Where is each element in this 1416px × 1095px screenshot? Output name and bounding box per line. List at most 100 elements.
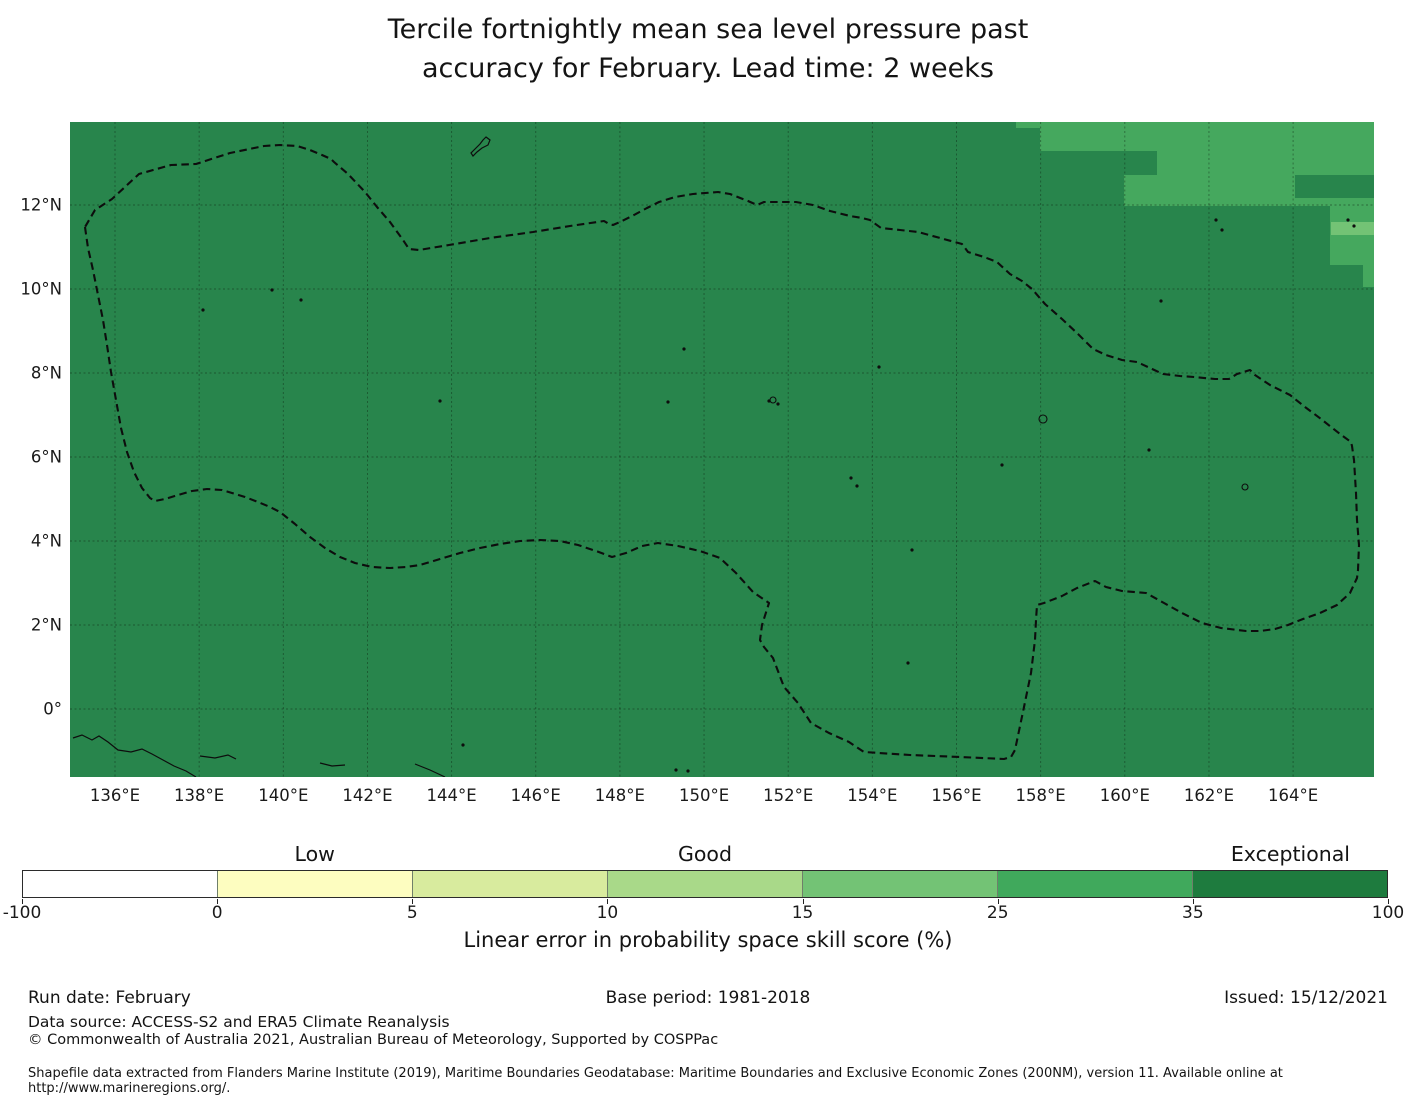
x-tick-label: 146°E [510,786,561,805]
colorbar-segment [608,871,803,897]
coastline [319,762,346,767]
x-tick-label: 148°E [594,786,645,805]
x-tick-label: 144°E [426,786,477,805]
island-speck [682,347,686,351]
x-tick-label: 150°E [678,786,730,805]
colorbar-tick-label: 15 [791,903,814,923]
colorbar-segment [413,871,608,897]
island-speck [1214,218,1218,222]
island-speck [1159,299,1163,303]
skill-patch-25-35 [1157,151,1374,175]
skill-patch-25-35 [1295,198,1374,206]
base-period-text: Base period: 1981-2018 [605,988,811,1008]
map-plot-area [70,122,1374,778]
skill-patch-25-35 [1124,122,1374,151]
x-tick-label: 154°E [847,786,898,805]
eez-boundary-dashed [83,143,1361,761]
skill-patch-25-35 [1124,175,1295,206]
island-speck [461,743,465,747]
y-tick-label: 8°N [30,363,62,383]
x-tick-label: 164°E [1268,786,1319,805]
copyright-text: © Commonwealth of Australia 2021, Austra… [28,1032,719,1048]
shapefile-attribution-text: Shapefile data extracted from Flanders M… [28,1066,1283,1095]
island-speck [906,661,910,665]
chart-title-line2: accuracy for February. Lead time: 2 week… [422,53,994,84]
colorbar-tick-label: 5 [406,903,418,923]
colorbar-tick-mark [1192,899,1194,904]
atoll-outline [769,396,777,404]
colorbar-tick-label: -100 [2,903,42,923]
chart-title: Tercile fortnightly mean sea level press… [0,10,1416,88]
colorbar-tick-label: 35 [1182,903,1204,923]
x-tick-label: 140°E [258,786,309,805]
issued-date-text: Issued: 15/12/2021 [1224,988,1388,1008]
colorbar-category-label: Good [678,842,732,866]
colorbar-tick-label: 10 [596,903,619,923]
island-speck [674,768,678,772]
island-speck [1220,228,1224,232]
island-speck [849,476,853,480]
guam-island-outline [470,136,491,157]
island-speck [1147,448,1151,452]
island-speck [1346,218,1350,222]
colorbar-tick-label: 0 [211,903,223,923]
colorbar-tick-mark [607,899,609,904]
x-tick-label: 160°E [1099,786,1150,805]
atoll-outline [1241,483,1249,491]
x-tick-label: 152°E [763,786,814,805]
island-speck [910,548,914,552]
skill-patch-25-35 [1016,122,1040,128]
island-speck [877,365,881,369]
x-tick-label: 136°E [89,786,141,805]
coastline [414,763,446,778]
island-speck [438,399,442,403]
colorbar-segment [998,871,1193,897]
colorbar-segment [1193,871,1387,897]
y-tick-label: 4°N [30,531,62,551]
colorbar-tick-mark [997,899,999,904]
x-tick-label: 142°E [342,786,393,805]
skill-patch-25-35 [1330,206,1374,265]
colorbar-segment [218,871,413,897]
island-speck [1352,224,1356,228]
x-tick-label: 162°E [1183,786,1235,805]
x-tick-label: 138°E [174,786,225,805]
colorbar-caption: Linear error in probability space skill … [463,928,953,952]
x-tick-label: 156°E [931,786,982,805]
colorbar-category-label: Exceptional [1230,842,1350,866]
coastline [199,754,237,760]
island-speck [1000,463,1004,467]
colorbar-tick-mark [217,899,219,904]
y-tick-label: 2°N [30,615,62,635]
island-speck [776,402,780,406]
island-speck [299,298,303,302]
island-speck [855,484,859,488]
skill-patch-15-25 [1331,222,1374,235]
y-tick-label: 0° [43,699,62,719]
y-tick-label: 10°N [20,279,62,299]
skill-patch-25-35 [1040,122,1124,151]
y-tick-label: 12°N [20,195,62,215]
island-speck [686,769,690,773]
island-speck [270,288,274,292]
colorbar-segment [23,871,218,897]
island-speck [201,308,205,312]
map-svg [70,122,1374,778]
colorbar-tick-label: 100 [1371,903,1405,923]
colorbar-category-label: Low [294,842,335,866]
sea-fill-dominant-bin [70,122,1374,777]
skill-patch-25-35 [1363,265,1374,287]
island-speck [666,400,670,404]
y-tick-label: 6°N [30,447,62,467]
data-source-text: Data source: ACCESS-S2 and ERA5 Climate … [28,1013,450,1031]
colorbar [22,870,1388,898]
colorbar-tick-mark [802,899,804,904]
atoll-outline [1038,414,1048,424]
x-tick-label: 158°E [1015,786,1066,805]
coastline [72,734,197,778]
chart-title-line1: Tercile fortnightly mean sea level press… [387,14,1029,45]
colorbar-tick-label: 25 [986,903,1009,923]
colorbar-tick-mark [22,899,23,904]
colorbar-tick-mark [1388,899,1389,904]
